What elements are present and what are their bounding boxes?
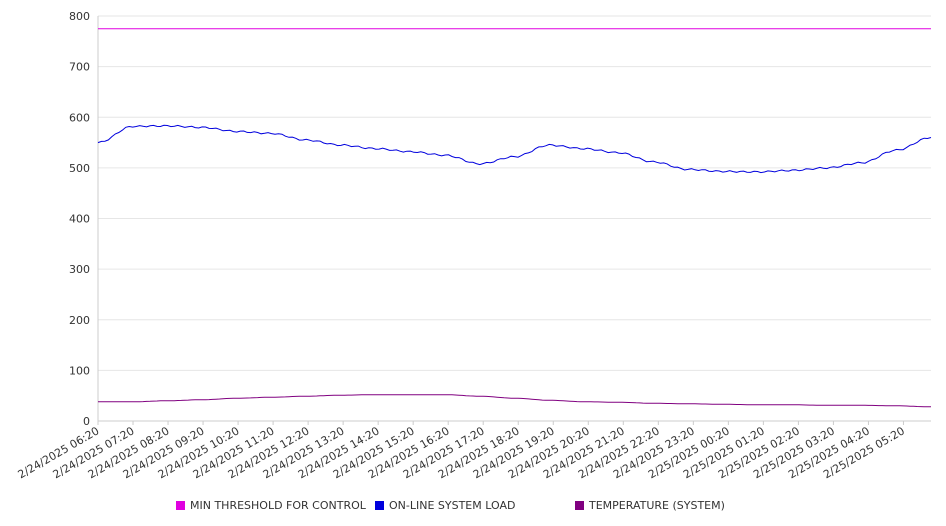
series-line-on-line-system-load bbox=[97, 124, 932, 174]
legend-swatch bbox=[575, 501, 584, 510]
y-tick-label: 800 bbox=[69, 10, 90, 23]
legend-label: MIN THRESHOLD FOR CONTROL bbox=[190, 499, 367, 512]
series-lines bbox=[97, 28, 932, 408]
y-tick-label: 500 bbox=[69, 162, 90, 175]
y-tick-label: 100 bbox=[69, 364, 90, 377]
legend-swatch bbox=[176, 501, 185, 510]
y-tick-label: 200 bbox=[69, 314, 90, 327]
y-tick-labels: 0 100 200 300 400 500 600 700 800 bbox=[69, 10, 90, 428]
axes bbox=[97, 16, 931, 422]
y-tick-label: 600 bbox=[69, 111, 90, 124]
legend-swatch bbox=[375, 501, 384, 510]
legend: MIN THRESHOLD FOR CONTROL ON-LINE SYSTEM … bbox=[176, 499, 725, 512]
series-line-temperature-system bbox=[98, 394, 931, 408]
y-tick-label: 700 bbox=[69, 61, 90, 74]
x-tick-labels: 2/24/2025 06:202/24/2025 07:202/24/2025 … bbox=[16, 421, 907, 481]
legend-label: ON-LINE SYSTEM LOAD bbox=[389, 499, 515, 512]
legend-label: TEMPERATURE (SYSTEM) bbox=[588, 499, 725, 512]
y-tick-label: 300 bbox=[69, 263, 90, 276]
y-tick-label: 0 bbox=[83, 415, 90, 428]
y-tick-label: 400 bbox=[69, 213, 90, 226]
grid-lines bbox=[98, 15, 931, 371]
